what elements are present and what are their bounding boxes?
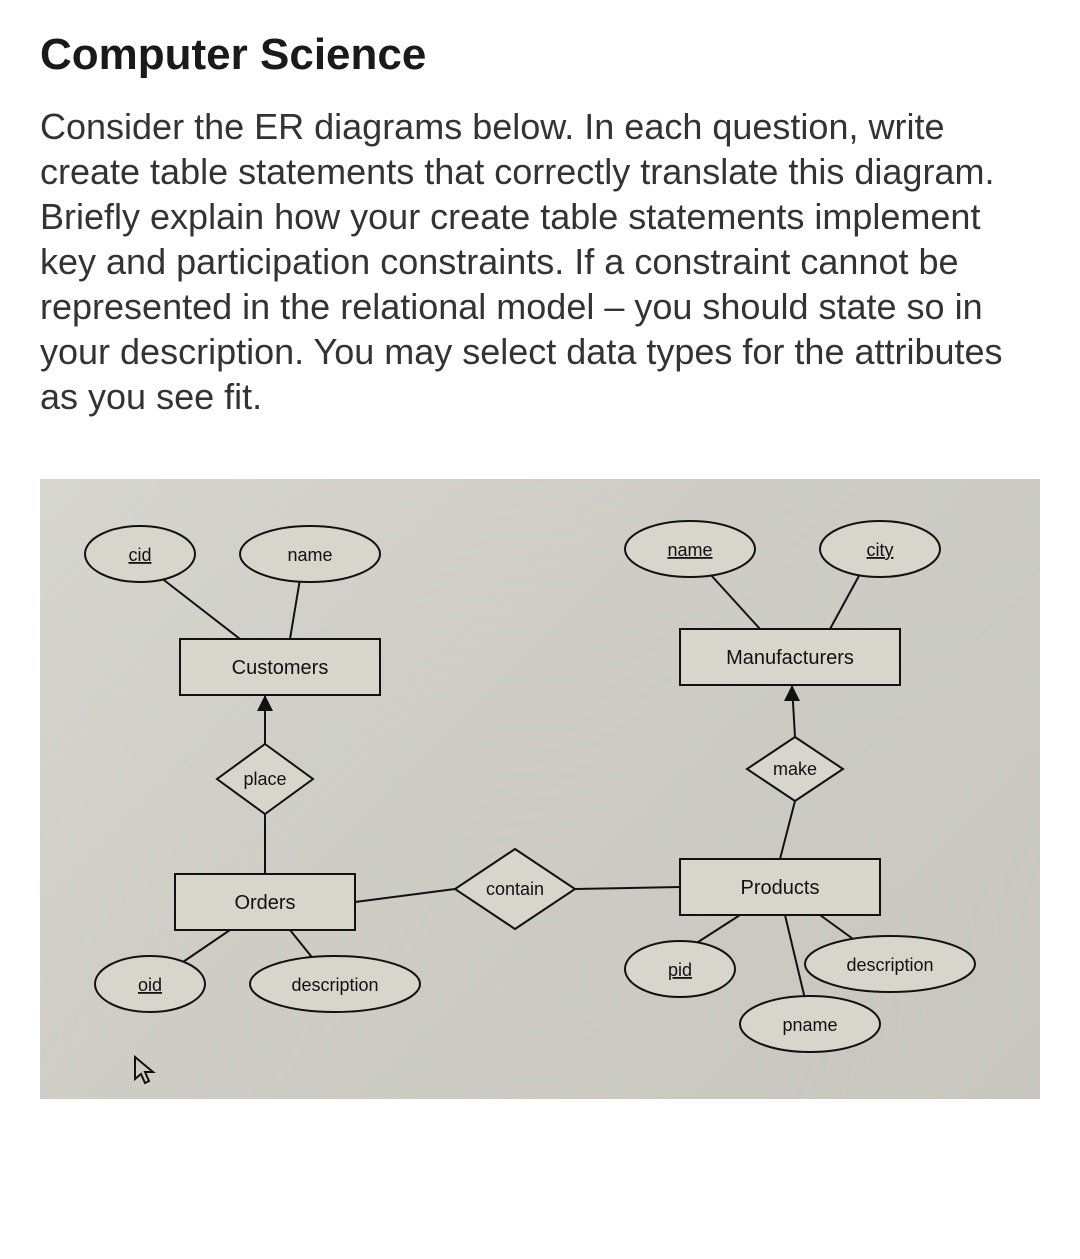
svg-text:city: city — [867, 540, 894, 560]
edge-oid-orders — [180, 930, 230, 964]
attr-pid: pid — [625, 941, 735, 997]
edge-pname-products — [785, 915, 805, 999]
page-title: Computer Science — [40, 30, 1040, 80]
edge-name-manufacturers — [710, 574, 760, 629]
attr-products-description: description — [805, 936, 975, 992]
svg-text:oid: oid — [138, 975, 162, 995]
entity-customers: Customers — [180, 639, 380, 695]
relationship-make: make — [747, 737, 843, 801]
svg-text:Products: Products — [741, 877, 820, 899]
er-diagram-svg: Customers Orders Products Manufacturers … — [40, 479, 1040, 1099]
svg-text:Manufacturers: Manufacturers — [726, 647, 854, 669]
question-prompt: Consider the ER diagrams below. In each … — [40, 104, 1040, 419]
edge-name-customers — [290, 579, 300, 639]
attr-customers-name: name — [240, 526, 380, 582]
svg-text:pname: pname — [782, 1015, 837, 1035]
svg-text:contain: contain — [486, 879, 544, 899]
svg-text:cid: cid — [128, 545, 151, 565]
edge-make-manufacturers-arrow — [784, 685, 800, 737]
edge-city-manufacturers — [830, 574, 860, 629]
cursor-icon — [135, 1057, 153, 1083]
entity-manufacturers: Manufacturers — [680, 629, 900, 685]
svg-text:name: name — [287, 545, 332, 565]
attr-orders-description: description — [250, 956, 420, 1012]
svg-text:name: name — [667, 540, 712, 560]
svg-text:description: description — [291, 975, 378, 995]
svg-text:make: make — [773, 759, 817, 779]
relationship-contain: contain — [455, 849, 575, 929]
svg-text:description: description — [846, 955, 933, 975]
attr-pname: pname — [740, 996, 880, 1052]
edge-contain-products — [575, 887, 680, 889]
entity-orders: Orders — [175, 874, 355, 930]
attr-cid: cid — [85, 526, 195, 582]
edge-make-products — [780, 801, 795, 859]
entity-products: Products — [680, 859, 880, 915]
attr-manufacturers-name: name — [625, 521, 755, 577]
edge-cid-customers — [160, 577, 240, 639]
svg-text:Orders: Orders — [234, 892, 295, 914]
edge-pid-products — [695, 915, 740, 944]
attr-city: city — [820, 521, 940, 577]
er-diagram-figure: Customers Orders Products Manufacturers … — [40, 479, 1040, 1099]
svg-text:pid: pid — [668, 960, 692, 980]
svg-text:place: place — [243, 769, 286, 789]
svg-text:Customers: Customers — [232, 657, 329, 679]
attr-oid: oid — [95, 956, 205, 1012]
edge-contain-orders — [355, 889, 455, 902]
edge-place-customers-arrow — [257, 695, 273, 744]
relationship-place: place — [217, 744, 313, 814]
